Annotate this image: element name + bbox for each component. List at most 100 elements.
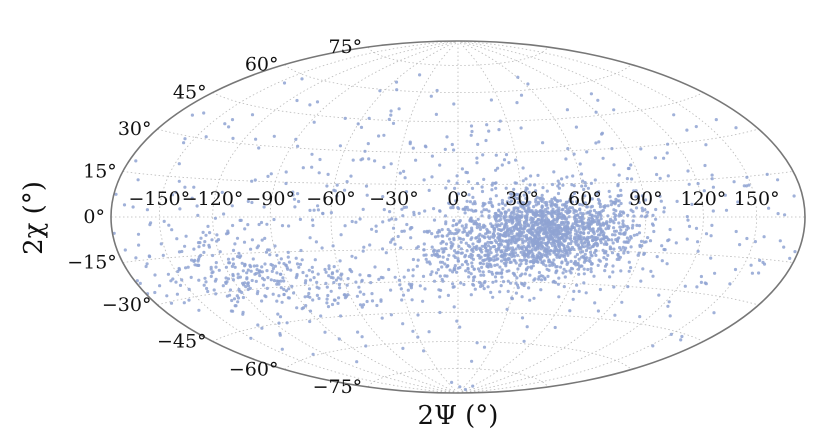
data-point	[284, 263, 288, 267]
data-point	[529, 266, 534, 270]
data-point	[704, 143, 708, 147]
data-point	[343, 296, 347, 300]
data-point	[607, 189, 611, 193]
data-point	[343, 188, 347, 192]
data-point	[541, 186, 545, 190]
data-point	[583, 181, 587, 185]
data-point	[190, 258, 194, 262]
data-point	[631, 223, 635, 227]
data-point	[202, 250, 206, 254]
data-point	[612, 212, 616, 216]
data-point	[619, 201, 623, 206]
data-point	[456, 192, 461, 196]
data-point	[469, 217, 473, 221]
data-point	[451, 206, 455, 210]
data-point	[256, 289, 260, 294]
x-tick-label: 30°	[505, 188, 539, 210]
data-point	[617, 255, 621, 259]
data-point	[594, 211, 599, 215]
data-point	[144, 264, 148, 269]
data-point	[423, 209, 427, 213]
x-tick-label: −90°	[245, 188, 295, 210]
data-point	[597, 222, 601, 226]
data-point	[295, 98, 299, 103]
data-point	[456, 230, 460, 234]
data-point	[553, 280, 558, 285]
data-point	[626, 285, 630, 289]
data-point	[466, 243, 470, 248]
data-point	[485, 123, 489, 127]
data-point	[443, 214, 448, 218]
data-point	[471, 278, 476, 282]
data-point	[177, 179, 181, 183]
data-point	[360, 279, 364, 283]
data-point	[745, 236, 749, 241]
data-point	[582, 272, 586, 276]
data-point	[466, 208, 471, 212]
data-point	[400, 298, 404, 302]
data-point	[476, 142, 480, 146]
data-point	[457, 244, 461, 248]
data-point	[292, 197, 297, 201]
data-point	[346, 277, 350, 281]
parallel-2	[212, 311, 704, 342]
data-point	[516, 207, 520, 211]
data-point	[278, 315, 283, 319]
data-point	[511, 271, 515, 275]
data-point	[491, 232, 495, 236]
data-point	[686, 169, 690, 173]
data-point	[354, 256, 358, 260]
data-point	[231, 136, 235, 140]
data-point	[278, 331, 282, 336]
data-point	[602, 242, 607, 246]
data-point	[651, 223, 655, 227]
data-point	[639, 239, 644, 243]
data-point	[462, 227, 466, 231]
data-point	[202, 111, 206, 115]
data-point	[595, 192, 599, 196]
data-point	[327, 267, 331, 271]
data-point	[393, 275, 397, 279]
data-point	[430, 232, 434, 236]
data-point	[201, 230, 205, 234]
data-point	[547, 219, 551, 223]
data-point	[619, 232, 623, 236]
data-point	[734, 229, 738, 234]
data-point	[665, 151, 669, 155]
data-point	[538, 229, 542, 233]
data-point	[549, 249, 553, 253]
data-point	[214, 265, 218, 269]
data-point	[710, 173, 714, 177]
data-point	[547, 258, 551, 262]
data-point	[632, 214, 636, 218]
data-point	[554, 209, 558, 213]
data-point	[480, 265, 484, 269]
data-point	[668, 227, 672, 232]
data-point	[287, 260, 292, 264]
data-point	[492, 244, 497, 249]
data-point	[762, 235, 766, 239]
data-point	[736, 200, 740, 204]
data-point	[275, 279, 279, 283]
data-point	[149, 221, 153, 225]
data-point	[469, 208, 474, 212]
data-point	[384, 251, 388, 255]
data-point	[183, 137, 187, 141]
data-point	[269, 172, 273, 176]
data-point	[546, 251, 551, 255]
data-point	[612, 226, 616, 230]
data-point	[475, 341, 479, 345]
data-point	[533, 239, 537, 243]
data-point	[312, 120, 316, 124]
data-point	[275, 253, 279, 257]
data-point	[355, 360, 359, 364]
data-point	[494, 249, 499, 254]
data-point	[357, 285, 361, 289]
data-point	[418, 284, 422, 288]
data-point	[482, 281, 486, 285]
data-point	[327, 264, 331, 268]
data-point	[396, 234, 400, 239]
data-point	[513, 251, 518, 255]
data-point	[174, 190, 178, 194]
data-point	[710, 223, 714, 227]
